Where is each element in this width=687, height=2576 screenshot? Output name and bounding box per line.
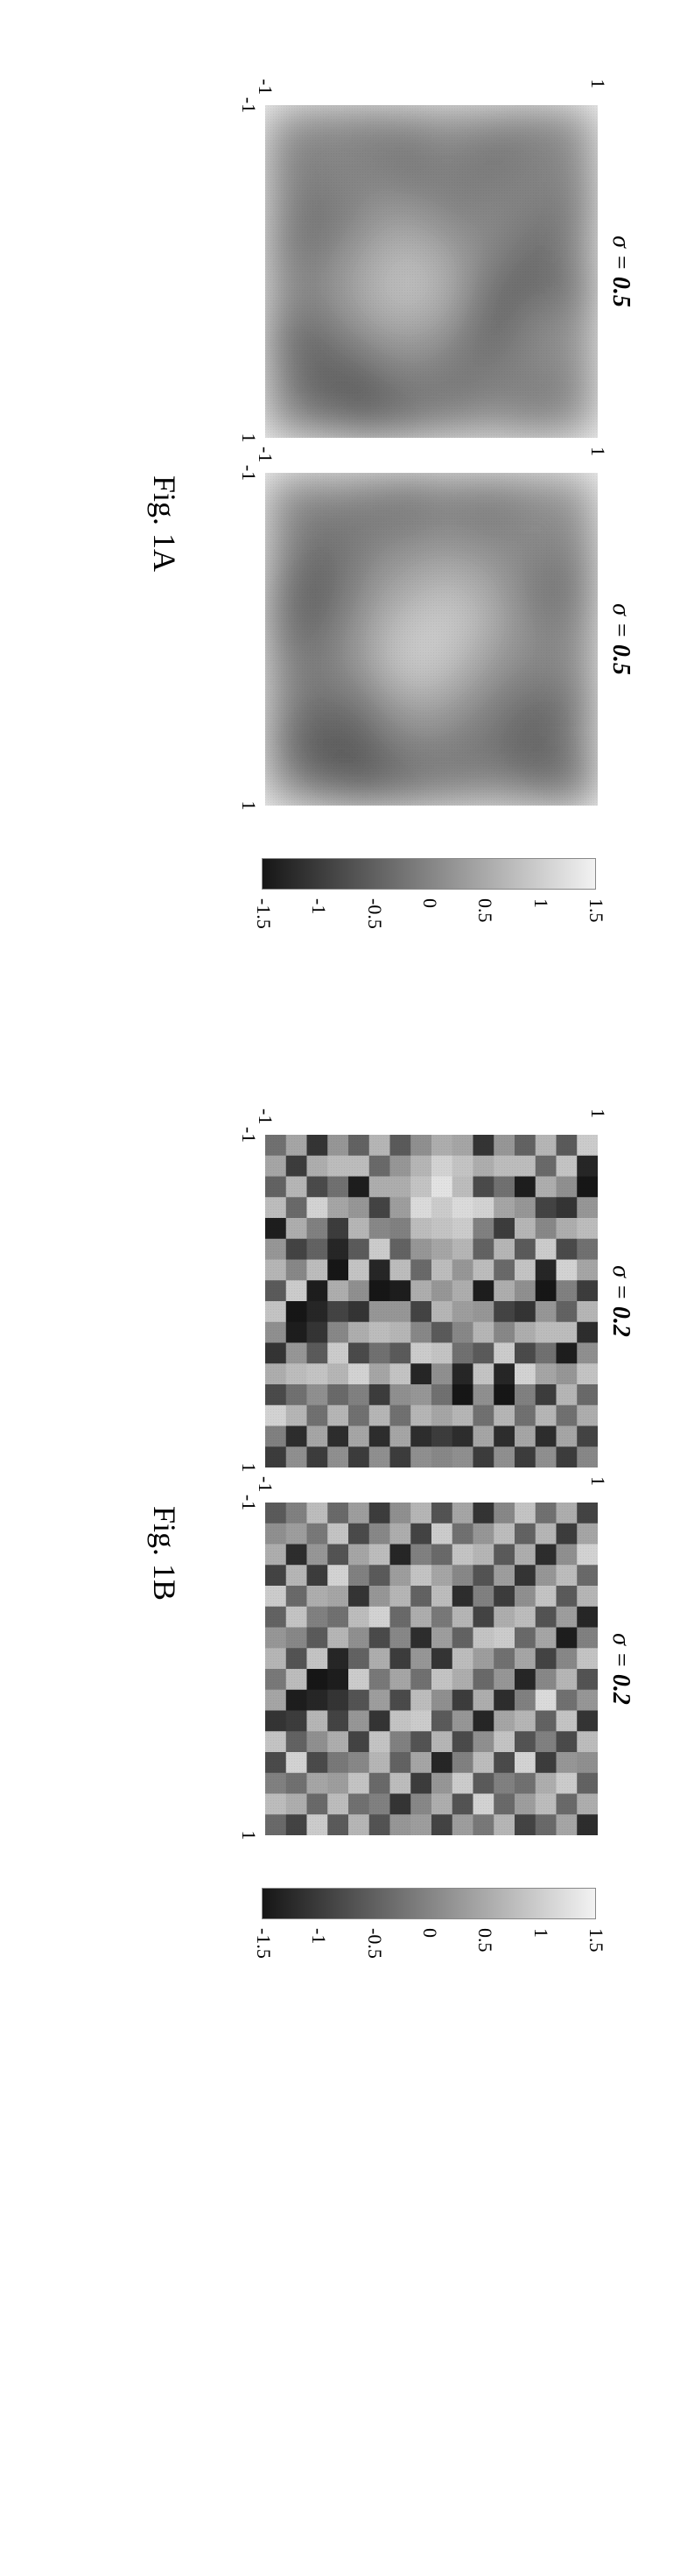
equals: = — [607, 622, 634, 644]
colorbar-ticks-A: 1.510.50-0.5-1-1.5 — [263, 890, 596, 942]
sigma-symbol: σ — [607, 1265, 634, 1277]
equals: = — [607, 1651, 634, 1674]
ytick-bottom: -1 — [254, 79, 277, 95]
heatmap-B2 — [265, 1503, 598, 1835]
colorbar-tick: -1 — [307, 1928, 330, 1944]
figA-panel-2: σ = 0.5 1 -1 -1 1 — [265, 473, 634, 806]
colorbar-ticks-B: 1.510.50-0.5-1-1.5 — [263, 1919, 596, 1972]
equals: = — [607, 254, 634, 277]
ytick-bottom: -1 — [254, 447, 277, 462]
sigma-value: 0.2 — [607, 1674, 634, 1705]
figB-panel-1: σ = 0.2 1 -1 -1 1 — [265, 1135, 634, 1467]
colorbar-tick: 0 — [418, 1928, 441, 1938]
figB-panel-row: σ = 0.2 1 -1 -1 1 σ = — [262, 1135, 634, 1972]
sigma-value: 0.5 — [607, 277, 634, 307]
colorbar-tick: 0.5 — [473, 898, 496, 923]
colorbar-tick: 0 — [418, 898, 441, 908]
colorbar-tick: -1 — [307, 898, 330, 914]
figB-panel2-axes: 1 -1 -1 1 — [265, 1503, 598, 1835]
xtick-right: 1 — [237, 1831, 260, 1841]
xtick-right: 1 — [237, 801, 260, 811]
sigma-value: 0.2 — [607, 1306, 634, 1337]
figure-group-B: σ = 0.2 1 -1 -1 1 σ = — [146, 1135, 634, 1972]
ytick-top: 1 — [586, 1476, 609, 1486]
figB-panel1-axes: 1 -1 -1 1 — [265, 1135, 598, 1467]
figure-group-A: σ = 0.5 1 -1 -1 1 σ = — [146, 105, 634, 942]
figA-panel2-axes: 1 -1 -1 1 — [265, 473, 598, 806]
colorbar-tick: 1.5 — [585, 1928, 607, 1953]
figA-panel-1: σ = 0.5 1 -1 -1 1 — [265, 105, 634, 438]
heatmap-B1 — [265, 1135, 598, 1467]
colorbar-tick: 1.5 — [585, 898, 607, 923]
ytick-bottom: -1 — [254, 1476, 277, 1492]
sigma-value: 0.5 — [607, 644, 634, 675]
sigma-symbol: σ — [607, 603, 634, 616]
heatmap-A1 — [265, 105, 598, 438]
xtick-left: -1 — [237, 97, 260, 113]
colorbar-tick: -0.5 — [363, 1928, 386, 1959]
sigma-symbol: σ — [607, 1633, 634, 1645]
colorbar-gradient-A — [262, 858, 596, 890]
heatmap-A2 — [265, 473, 598, 806]
colorbar-tick: -1.5 — [252, 898, 275, 929]
colorbar-tick: -1.5 — [252, 1928, 275, 1959]
colorbar-tick: 0.5 — [473, 1928, 496, 1953]
figure-row: σ = 0.5 1 -1 -1 1 σ = — [146, 0, 687, 2576]
figB-label: Fig. 1B — [146, 1506, 183, 1601]
figA-panel2-title: σ = 0.5 — [606, 603, 634, 675]
equals: = — [607, 1284, 634, 1306]
ytick-bottom: -1 — [254, 1109, 277, 1124]
xtick-right: 1 — [237, 1463, 260, 1473]
xtick-left: -1 — [237, 465, 260, 481]
figB-panel-2: σ = 0.2 1 -1 -1 1 — [265, 1503, 634, 1835]
figB-colorbar: 1.510.50-0.5-1-1.5 — [262, 1888, 596, 1972]
colorbar-tick: -0.5 — [363, 898, 386, 929]
figA-panel-row: σ = 0.5 1 -1 -1 1 σ = — [262, 105, 634, 942]
colorbar-tick: 1 — [529, 1928, 552, 1938]
xtick-left: -1 — [237, 1495, 260, 1510]
figA-panel1-title: σ = 0.5 — [606, 236, 634, 307]
colorbar-tick: 1 — [529, 898, 552, 908]
ytick-top: 1 — [586, 1109, 609, 1118]
figB-panel1-title: σ = 0.2 — [606, 1265, 634, 1337]
ytick-top: 1 — [586, 447, 609, 456]
sigma-symbol: σ — [607, 236, 634, 248]
colorbar-gradient-B — [262, 1888, 596, 1919]
page-rotated-container: σ = 0.5 1 -1 -1 1 σ = — [0, 0, 687, 2576]
figB-panel2-title: σ = 0.2 — [606, 1633, 634, 1705]
xtick-right: 1 — [237, 433, 260, 443]
figA-panel1-axes: 1 -1 -1 1 — [265, 105, 598, 438]
ytick-top: 1 — [586, 79, 609, 88]
figA-label: Fig. 1A — [146, 475, 183, 572]
figA-colorbar: 1.510.50-0.5-1-1.5 — [262, 858, 596, 942]
xtick-left: -1 — [237, 1127, 260, 1143]
